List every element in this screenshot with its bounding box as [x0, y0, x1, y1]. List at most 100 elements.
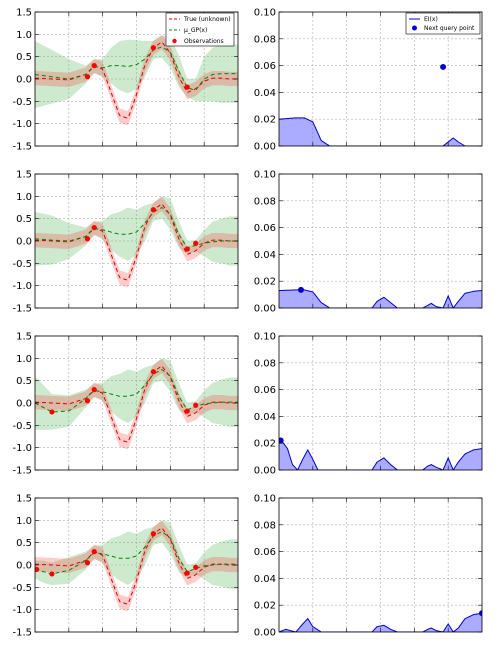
legend-next-label: Next query point [424, 25, 475, 32]
surrogate-panel-row-3: -1.5 -1.0 -0.5 0.0 0.5 1.0 1.5 [12, 494, 239, 639]
y-tick-label: 0.02 [254, 115, 276, 126]
next-query-point [440, 63, 447, 70]
y-tick-label: -1.0 [12, 443, 32, 454]
acquisition-panel-row-3: 0.00 0.02 0.04 0.06 0.08 0.10 [254, 494, 483, 639]
y-tick-label: 0.5 [16, 538, 32, 549]
gp-mean-line [35, 206, 238, 249]
y-tick-label: 1.0 [16, 192, 32, 203]
y-tick-label: 0.04 [254, 574, 276, 585]
y-tick-label: 0.06 [254, 547, 276, 558]
y-tick-label: 0.0 [16, 75, 32, 86]
y-tick-label: 0.00 [254, 304, 276, 315]
y-tick-label: -1.5 [12, 142, 32, 153]
plot-area [279, 286, 482, 308]
plot-area [35, 520, 238, 612]
observation-point [91, 387, 97, 393]
y-tick-label: 1.0 [16, 516, 32, 527]
observation-point [150, 531, 157, 537]
observation-point [84, 74, 91, 80]
y-tick-label: -1.0 [12, 281, 32, 292]
observation-point [91, 225, 97, 231]
y-tick-label: -1.5 [12, 466, 32, 477]
y-tick-label: 0.02 [254, 439, 276, 450]
y-tick-label: 0.5 [16, 52, 32, 63]
next-query-point [479, 610, 482, 617]
observation-point [84, 560, 91, 566]
y-tick-label: 1.5 [16, 494, 32, 505]
y-tick-label: 1.5 [16, 332, 32, 343]
y-tick-label: -1.0 [12, 119, 32, 130]
legend-ei-label: EI(x) [424, 16, 438, 23]
ei-line [279, 289, 482, 308]
observation-point [35, 566, 40, 573]
true-noise-band [35, 358, 238, 450]
legend-true-label: True (unknown) [183, 16, 231, 23]
y-tick-label: 0.10 [254, 8, 276, 19]
y-tick-label: 0.02 [254, 601, 276, 612]
legend-next-swatch [412, 25, 417, 31]
y-tick-label: 0.0 [16, 561, 32, 572]
y-tick-label: -0.5 [12, 583, 32, 594]
y-tick-label: 0.04 [254, 412, 276, 423]
surrogate-panel-row-0: -1.5 -1.0 -0.5 0.0 0.5 1.0 1.5 [12, 8, 239, 153]
y-tick-label: -0.5 [12, 97, 32, 108]
observation-point [184, 408, 190, 414]
ei-line [279, 440, 482, 470]
true-function-line [35, 527, 238, 605]
next-query-point [297, 286, 304, 293]
acquisition-panel-row-2: 0.00 0.02 0.04 0.06 0.08 0.10 [254, 332, 483, 477]
y-tick-label: -1.5 [12, 628, 32, 639]
gp-mean-line [35, 530, 238, 575]
ei-area [279, 117, 482, 146]
y-tick-label: 0.0 [16, 237, 32, 248]
ei-line [279, 612, 482, 632]
observation-point [184, 246, 190, 252]
y-tick-label: 0.08 [254, 358, 276, 369]
y-tick-label: 0.02 [254, 277, 276, 288]
surrogate-panel-row-2: -1.5 -1.0 -0.5 0.0 0.5 1.0 1.5 [12, 332, 239, 477]
legend-mean-label: μ_GP(x) [184, 27, 207, 34]
y-tick-label: 1.0 [16, 354, 32, 365]
surrogate-panel-row-1: -1.5 -1.0 -0.5 0.0 0.5 1.0 1.5 [12, 170, 239, 315]
y-tick-label: 0.5 [16, 376, 32, 387]
true-noise-band [35, 196, 238, 288]
observation-point [49, 571, 55, 577]
y-tick-label: 0.04 [254, 88, 276, 99]
y-tick-label: 0.08 [254, 196, 276, 207]
y-tick-label: 0.00 [254, 628, 276, 639]
observation-point [193, 564, 199, 570]
y-tick-label: 0.06 [254, 385, 276, 396]
y-tick-label: 0.08 [254, 34, 276, 45]
next-query-point [279, 437, 284, 444]
true-noise-band [35, 34, 238, 126]
y-tick-label: 0.0 [16, 399, 32, 410]
acquisition-panel-row-0: 0.00 0.02 0.04 0.06 0.08 0.10 [254, 8, 483, 153]
observation-point [150, 207, 157, 213]
observation-point [91, 63, 97, 69]
y-tick-label: 1.5 [16, 170, 32, 181]
y-tick-label: 0.5 [16, 214, 32, 225]
y-tick-label: -1.0 [12, 605, 32, 616]
legend-obs-label: Observations [184, 38, 224, 45]
observation-point [193, 240, 199, 246]
y-tick-label: 0.06 [254, 61, 276, 72]
gp-mean-line [35, 46, 238, 91]
legend-box [405, 12, 481, 35]
true-function-line [35, 203, 238, 281]
acquisition-panel-row-1: 0.00 0.02 0.04 0.06 0.08 0.10 [254, 170, 483, 315]
observation-point [150, 369, 157, 375]
gp-mean-line [35, 368, 238, 413]
y-tick-label: 0.10 [254, 332, 276, 343]
plot-area [35, 34, 238, 126]
y-tick-label: -0.5 [12, 259, 32, 270]
legend-acquisition: EI(x) Next query point [405, 12, 481, 35]
y-tick-label: 0.10 [254, 494, 276, 505]
y-tick-label: 0.00 [254, 466, 276, 477]
y-tick-label: 0.04 [254, 250, 276, 261]
plot-area [35, 358, 238, 450]
observation-point [91, 549, 97, 555]
plot-area [35, 196, 238, 288]
y-tick-label: 0.10 [254, 170, 276, 181]
